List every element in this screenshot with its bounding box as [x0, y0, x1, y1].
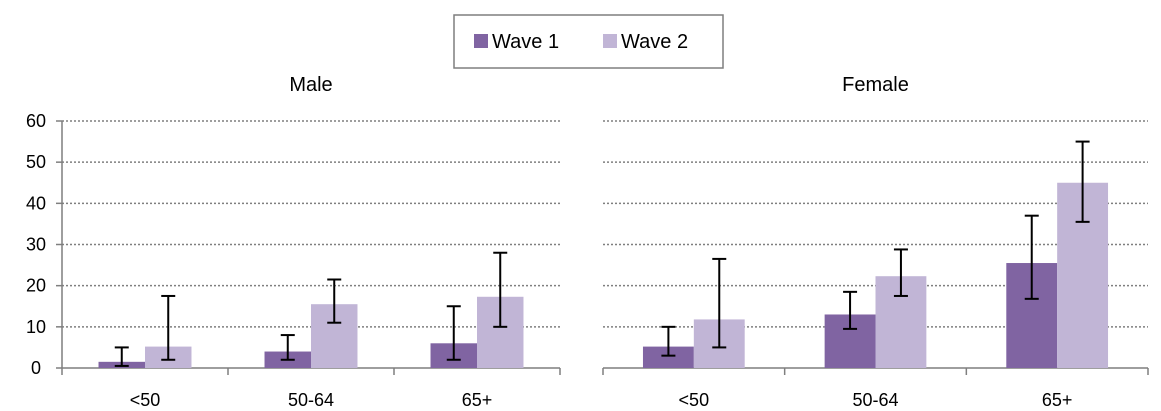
chart-panel-female: Female <50 50-64 65+ [602, 74, 1149, 410]
chart-panels: Male 0 10 20 30 40 50 60 <50 50-64 65+ Female <50 50-… [26, 74, 1149, 410]
y-tick-label: 60 [26, 111, 46, 131]
legend: Wave 1 Wave 2 [453, 14, 724, 69]
x-tick-label: 65+ [1042, 390, 1073, 410]
y-tick-label: 50 [26, 152, 46, 172]
bar-wave-1 [642, 346, 694, 368]
legend-swatch-wave-2 [603, 34, 617, 48]
x-tick-label: 50-64 [288, 390, 334, 410]
x-tick-label: <50 [130, 390, 161, 410]
y-tick-label: 10 [26, 317, 46, 337]
x-tick-label: 50-64 [852, 390, 898, 410]
chart-title: Male [289, 74, 332, 96]
legend-swatch-wave-1 [474, 34, 488, 48]
legend-label-wave-1: Wave 1 [492, 31, 559, 53]
y-tick-label: 0 [31, 358, 41, 378]
x-tick-label: 65+ [462, 390, 493, 410]
legend-label-wave-2: Wave 2 [621, 31, 688, 53]
y-tick-label: 30 [26, 235, 46, 255]
chart-title: Female [842, 74, 909, 96]
y-tick-label: 20 [26, 276, 46, 296]
y-tick-label: 40 [26, 193, 46, 213]
chart-panel-male: Male 0 10 20 30 40 50 60 <50 50-64 65+ [26, 74, 561, 410]
legend-frame [453, 14, 724, 69]
x-tick-label: <50 [679, 390, 710, 410]
